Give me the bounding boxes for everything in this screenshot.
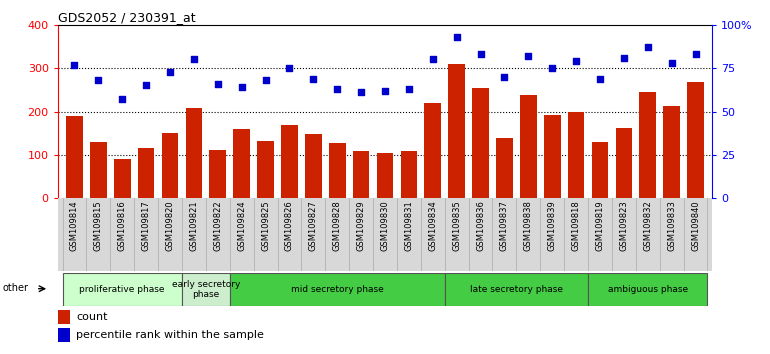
Bar — [58, 328, 69, 342]
Point — [618, 55, 630, 61]
Text: GSM109836: GSM109836 — [476, 200, 485, 251]
Bar — [229, 273, 445, 306]
Bar — [448, 64, 465, 198]
Text: GSM109817: GSM109817 — [142, 200, 151, 251]
Text: GDS2052 / 230391_at: GDS2052 / 230391_at — [58, 11, 196, 24]
Point — [69, 62, 81, 68]
Point — [379, 88, 391, 93]
Text: ambiguous phase: ambiguous phase — [608, 285, 688, 294]
Bar — [424, 103, 441, 198]
Bar — [162, 133, 179, 198]
Bar — [66, 116, 83, 198]
Point — [427, 57, 439, 62]
Text: GSM109823: GSM109823 — [619, 200, 628, 251]
Bar — [377, 153, 393, 198]
Point — [212, 81, 224, 87]
Point — [92, 78, 105, 83]
Bar — [329, 143, 346, 198]
Text: late secretory phase: late secretory phase — [470, 285, 563, 294]
Point — [403, 86, 415, 92]
Text: GSM109830: GSM109830 — [380, 200, 390, 251]
Text: GSM109821: GSM109821 — [189, 200, 199, 251]
Bar — [639, 92, 656, 198]
Text: GSM109824: GSM109824 — [237, 200, 246, 251]
Text: GSM109831: GSM109831 — [404, 200, 413, 251]
Text: proliferative phase: proliferative phase — [79, 285, 165, 294]
Point — [259, 78, 272, 83]
Point — [164, 69, 176, 74]
Bar — [233, 129, 250, 198]
Text: GSM109839: GSM109839 — [547, 200, 557, 251]
Text: GSM109825: GSM109825 — [261, 200, 270, 251]
Bar — [257, 141, 274, 198]
Bar — [138, 148, 155, 198]
Bar — [353, 150, 370, 198]
Bar — [186, 108, 203, 198]
Text: other: other — [3, 283, 29, 293]
Text: GSM109828: GSM109828 — [333, 200, 342, 251]
Point — [474, 51, 487, 57]
Point — [546, 65, 558, 71]
Text: GSM109820: GSM109820 — [166, 200, 175, 251]
Point — [641, 45, 654, 50]
Text: GSM109816: GSM109816 — [118, 200, 127, 251]
Bar — [400, 152, 417, 198]
Bar — [90, 142, 107, 198]
Text: GSM109840: GSM109840 — [691, 200, 700, 251]
Bar — [663, 106, 680, 198]
Point — [188, 57, 200, 62]
Bar — [544, 115, 561, 198]
Text: GSM109818: GSM109818 — [571, 200, 581, 251]
Bar — [62, 273, 182, 306]
Point — [283, 65, 296, 71]
Bar — [496, 137, 513, 198]
Point — [689, 51, 701, 57]
Bar — [687, 82, 704, 198]
Bar — [588, 273, 708, 306]
Point — [331, 86, 343, 92]
Bar — [615, 128, 632, 198]
Point — [522, 53, 534, 59]
Point — [140, 82, 152, 88]
Point — [665, 60, 678, 66]
Bar — [114, 159, 131, 198]
Text: GSM109833: GSM109833 — [667, 200, 676, 251]
Bar — [472, 88, 489, 198]
Text: GSM109826: GSM109826 — [285, 200, 294, 251]
Text: mid secretory phase: mid secretory phase — [291, 285, 383, 294]
Point — [570, 58, 582, 64]
Text: count: count — [76, 312, 108, 322]
Bar — [209, 150, 226, 198]
Point — [594, 76, 606, 81]
Bar — [520, 96, 537, 198]
Point — [307, 76, 320, 81]
Text: early secretory
phase: early secretory phase — [172, 280, 240, 299]
Bar — [305, 134, 322, 198]
Text: GSM109819: GSM109819 — [595, 200, 604, 251]
Bar — [182, 273, 229, 306]
Text: GSM109822: GSM109822 — [213, 200, 223, 251]
Text: GSM109835: GSM109835 — [452, 200, 461, 251]
Text: GSM109814: GSM109814 — [70, 200, 79, 251]
Bar — [567, 112, 584, 198]
Text: GSM109838: GSM109838 — [524, 200, 533, 251]
Text: GSM109815: GSM109815 — [94, 200, 103, 251]
Point — [355, 90, 367, 95]
Text: GSM109832: GSM109832 — [643, 200, 652, 251]
Text: GSM109829: GSM109829 — [357, 200, 366, 251]
Text: percentile rank within the sample: percentile rank within the sample — [76, 330, 264, 340]
Point — [236, 84, 248, 90]
Bar — [445, 273, 588, 306]
Bar — [58, 310, 69, 324]
Point — [498, 74, 511, 80]
Bar — [591, 142, 608, 198]
Point — [116, 97, 129, 102]
Text: GSM109837: GSM109837 — [500, 200, 509, 251]
Point — [450, 34, 463, 40]
Text: GSM109827: GSM109827 — [309, 200, 318, 251]
Text: GSM109834: GSM109834 — [428, 200, 437, 251]
Bar — [281, 125, 298, 198]
